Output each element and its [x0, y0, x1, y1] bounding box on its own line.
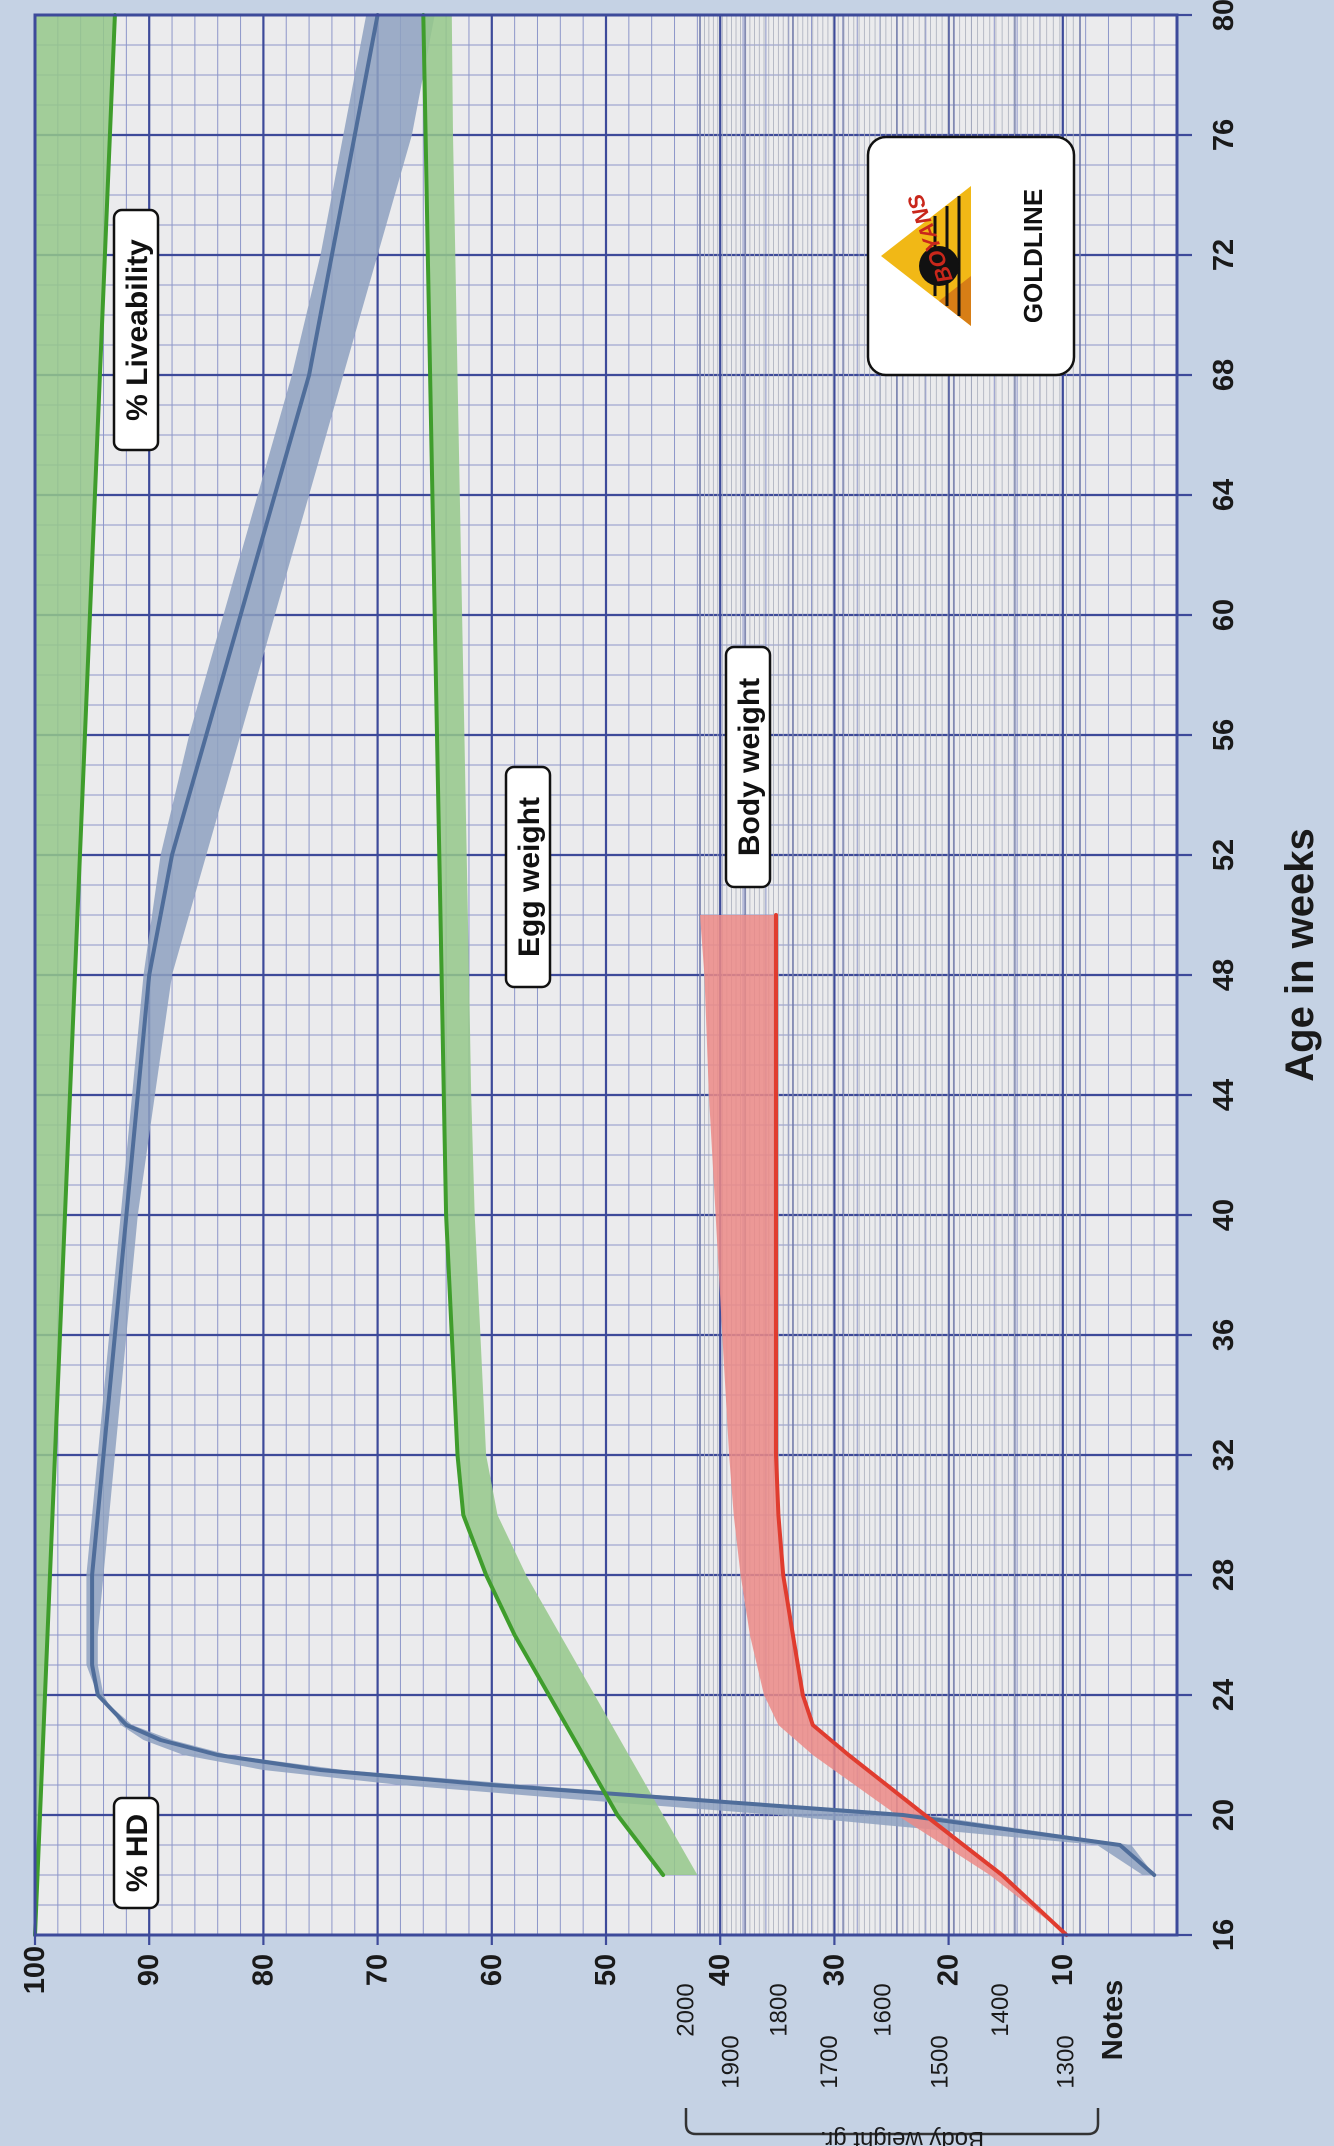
x-tick-label: 52: [1208, 839, 1240, 871]
label-egg-weight-text: Egg weight: [513, 797, 546, 957]
x-tick-label: 76: [1208, 119, 1240, 151]
bw-tick-label-inner: 2000: [673, 1983, 700, 2036]
label-body-weight: Body weight: [724, 645, 772, 889]
line--hd: [90, 13, 1157, 1877]
x-tick-label: 32: [1208, 1439, 1240, 1471]
y-tick-label: 20: [933, 1954, 965, 1986]
x-tick-label: 72: [1208, 239, 1240, 271]
bw-tick-label-outer: 1900: [718, 2035, 745, 2088]
x-tick-label: 80: [1208, 0, 1240, 31]
x-axis-title: Age in weeks: [1278, 828, 1322, 1081]
label-liveability-text: % Liveability: [121, 239, 154, 421]
x-tick-label: 16: [1208, 1919, 1240, 1951]
x-tick-label: 44: [1208, 1079, 1240, 1111]
label-body-weight-box: [724, 645, 772, 889]
x-tick-label: 56: [1208, 719, 1240, 751]
x-tick-label: 20: [1208, 1799, 1240, 1831]
label-hd: % HD: [112, 1796, 160, 1910]
x-tick-label: 48: [1208, 959, 1240, 991]
y-tick-label: 80: [247, 1954, 279, 1986]
band-body-weight: [700, 915, 1067, 1935]
x-tick-label: 68: [1208, 359, 1240, 391]
brand-emblem: BOYANS: [881, 186, 971, 326]
label-liveability: % Liveability: [112, 208, 160, 452]
label-body-weight-text: Body weight: [733, 678, 766, 856]
label-liveability-box: [112, 208, 160, 452]
x-tick-label: 28: [1208, 1559, 1240, 1591]
y-tick-label: 10: [1047, 1954, 1079, 1986]
brand-logo: BOYANS GOLDLINE: [866, 135, 1076, 377]
notes-label: Notes: [1097, 1980, 1129, 2061]
y-tick-label: 60: [476, 1954, 508, 1986]
label-hd-text: % HD: [121, 1814, 154, 1892]
x-tick-label: 40: [1208, 1199, 1240, 1231]
label-hd-box: [112, 1796, 160, 1910]
brand-hen-head: [919, 246, 959, 286]
y-tick-label: 30: [818, 1954, 850, 1986]
line-egg-weight: [421, 13, 666, 1877]
bw-tick-label-inner: 1600: [869, 1983, 896, 2036]
brand-stripe-left: [939, 276, 971, 326]
y-tick-label: 50: [590, 1954, 622, 1986]
x-tick-label: 60: [1208, 599, 1240, 631]
x-tick-label: 24: [1208, 1679, 1240, 1711]
body-weight-axis: Body weight gr.: [684, 2108, 1100, 2146]
series-lines: [33, 13, 1157, 1937]
x-tick-label: 64: [1208, 479, 1240, 511]
bw-tick-label-outer: 1500: [926, 2035, 953, 2088]
bw-tick-label-outer: 1300: [1053, 2035, 1080, 2088]
label-egg-weight: Egg weight: [504, 765, 552, 989]
body-weight-bracket: [684, 2108, 1100, 2136]
bw-tick-label-outer: 1700: [816, 2035, 843, 2088]
y-tick-label: 100: [19, 1946, 51, 1994]
body-weight-axis-label: Body weight gr.: [820, 2126, 984, 2146]
label-egg-weight-box: [504, 765, 552, 989]
bw-tick-label-inner: 1400: [987, 1983, 1014, 2036]
brand-line: GOLDLINE: [1018, 189, 1048, 323]
axis-ticks: 16 20 24 28 32 36 40 44 48 52 56 60 64 68 72 76 80 100 90 8…: [19, 0, 1240, 2089]
bw-tick-label-inner: 1800: [765, 1983, 792, 2036]
line-body-weight: [774, 913, 1069, 1937]
y-tick-label: 90: [133, 1954, 165, 1986]
line--liveability: [33, 13, 117, 1937]
x-tick-label: 36: [1208, 1319, 1240, 1351]
band-egg-weight: [423, 15, 698, 1875]
y-tick-label: 40: [704, 1954, 736, 1986]
y-tick-label: 70: [362, 1954, 394, 1986]
